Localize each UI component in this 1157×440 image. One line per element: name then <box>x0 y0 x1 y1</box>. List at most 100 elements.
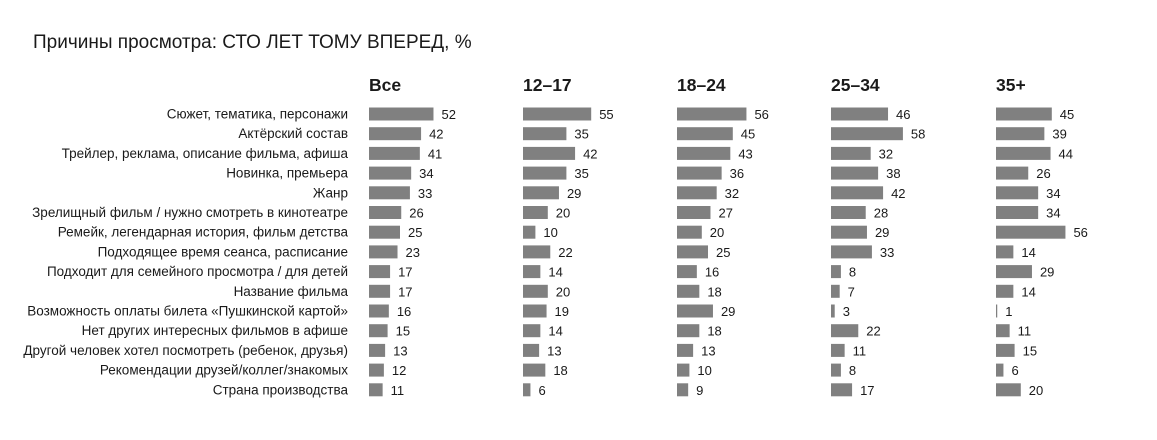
bar <box>523 324 541 338</box>
bar <box>523 166 567 180</box>
value-label: 11 <box>853 343 867 358</box>
value-label: 1 <box>1005 304 1012 319</box>
bar <box>831 146 871 160</box>
value-label: 18 <box>553 363 567 378</box>
value-label: 16 <box>705 265 719 280</box>
bar <box>369 343 386 357</box>
value-label: 20 <box>556 284 570 299</box>
bar <box>996 206 1039 219</box>
bar <box>996 324 1010 338</box>
bar <box>831 127 903 141</box>
bar <box>831 363 841 377</box>
bar <box>523 265 541 279</box>
value-label: 14 <box>1021 245 1035 260</box>
value-label: 29 <box>567 186 581 201</box>
bar <box>831 284 840 298</box>
bar <box>369 284 391 298</box>
bar <box>831 245 872 259</box>
value-label: 14 <box>548 324 562 339</box>
bar <box>523 343 540 357</box>
value-label: 29 <box>875 225 889 240</box>
value-label: 42 <box>429 127 443 142</box>
category-label: Название фильма <box>234 284 349 299</box>
chart-title: Причины просмотра: СТО ЛЕТ ТОМУ ВПЕРЕД, … <box>33 32 472 53</box>
value-label: 29 <box>721 304 735 319</box>
value-label: 34 <box>1046 206 1060 221</box>
value-label: 42 <box>583 146 597 161</box>
value-label: 11 <box>1018 324 1032 339</box>
value-label: 28 <box>874 206 888 221</box>
category-label: Ремейк, легендарная история, фильм детст… <box>58 225 349 240</box>
value-label: 20 <box>710 225 724 240</box>
bar <box>523 284 548 298</box>
bar <box>677 245 708 259</box>
bar <box>677 265 697 279</box>
bar <box>369 206 402 219</box>
bar <box>996 245 1014 259</box>
value-label: 22 <box>866 324 880 339</box>
value-label: 14 <box>548 265 562 280</box>
bar <box>996 186 1039 200</box>
chart-groups: Все52424134332625231717161513121112–1755… <box>369 75 1088 398</box>
value-label: 27 <box>718 206 732 221</box>
value-label: 10 <box>543 225 557 240</box>
bar <box>677 206 711 219</box>
value-label: 33 <box>880 245 894 260</box>
bar <box>677 127 733 141</box>
value-label: 45 <box>1060 107 1074 122</box>
value-label: 56 <box>754 107 768 122</box>
bar <box>369 324 388 338</box>
value-label: 56 <box>1073 225 1087 240</box>
bar <box>369 107 434 121</box>
bar <box>831 107 889 121</box>
value-label: 32 <box>879 146 893 161</box>
value-label: 35 <box>574 127 588 142</box>
value-label: 17 <box>398 265 412 280</box>
bar <box>831 225 867 239</box>
bar <box>677 146 731 160</box>
bar <box>677 383 689 397</box>
value-label: 13 <box>547 343 561 358</box>
bar <box>831 304 835 318</box>
bar <box>996 127 1045 141</box>
category-label: Рекомендации друзей/коллег/знакомых <box>100 363 348 378</box>
bar <box>677 324 700 338</box>
bar <box>523 225 536 239</box>
bar <box>369 304 389 318</box>
bar <box>996 107 1052 121</box>
value-label: 6 <box>1011 363 1018 378</box>
value-label: 44 <box>1059 146 1073 161</box>
bar <box>831 166 879 180</box>
value-label: 36 <box>730 166 744 181</box>
value-label: 46 <box>896 107 910 122</box>
bar <box>369 186 410 200</box>
bar <box>369 146 420 160</box>
bar <box>677 166 722 180</box>
value-label: 35 <box>574 166 588 181</box>
value-label: 25 <box>716 245 730 260</box>
bar <box>831 343 845 357</box>
value-label: 20 <box>1029 383 1043 398</box>
bar <box>677 343 694 357</box>
value-label: 14 <box>1021 284 1035 299</box>
value-label: 38 <box>886 166 900 181</box>
value-label: 10 <box>697 363 711 378</box>
category-label: Зрелищный фильм / нужно смотреть в кинот… <box>32 205 348 220</box>
bar <box>369 265 391 279</box>
value-label: 26 <box>409 206 423 221</box>
value-label: 6 <box>538 383 545 398</box>
value-label: 34 <box>1046 186 1060 201</box>
bar <box>523 304 547 318</box>
series-header: 12–17 <box>523 75 572 95</box>
value-label: 45 <box>741 127 755 142</box>
value-label: 9 <box>696 383 703 398</box>
bar <box>996 383 1021 397</box>
bar <box>523 146 576 160</box>
value-label: 17 <box>860 383 874 398</box>
value-label: 8 <box>849 265 856 280</box>
value-label: 33 <box>418 186 432 201</box>
